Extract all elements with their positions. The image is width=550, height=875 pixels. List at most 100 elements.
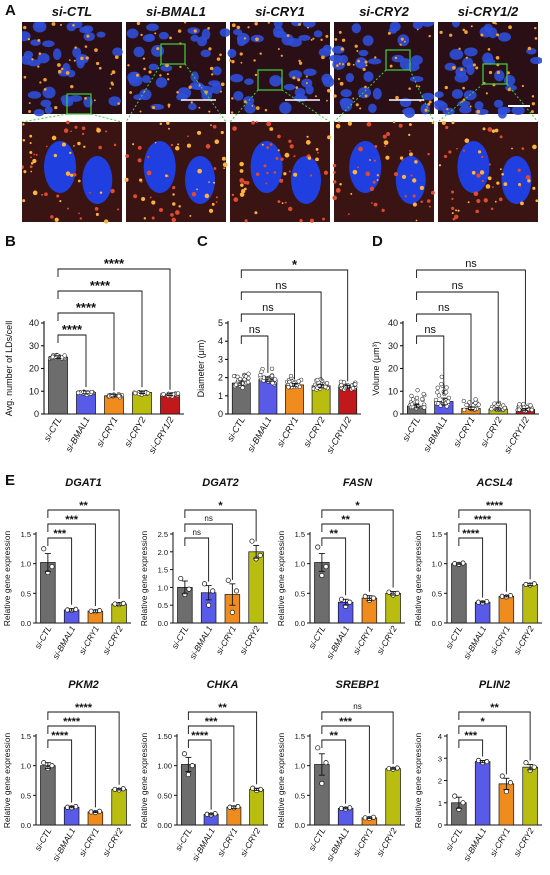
zoom-lipid-droplet: [170, 212, 174, 217]
lipid-droplet: [374, 56, 377, 59]
data-point: [420, 396, 425, 402]
nucleus: [298, 34, 311, 41]
zoom-lipid-droplet: [333, 171, 336, 174]
zoom-lipid-droplet: [22, 199, 26, 203]
y-tick-label: 30: [29, 341, 39, 351]
zoom-lipid-droplet: [494, 128, 499, 133]
zoom-lipid-droplet: [455, 209, 458, 212]
nucleus: [322, 76, 335, 88]
significance-bracket: [187, 725, 235, 803]
bar: [451, 563, 467, 624]
zoom-lipid-droplet: [517, 168, 521, 172]
micrograph-image: [18, 16, 543, 224]
lipid-droplet: [193, 29, 197, 33]
lipid-droplet: [216, 57, 221, 61]
y-tick-label: 1.00: [157, 762, 172, 771]
lipid-droplet: [98, 66, 102, 70]
nucleus: [457, 100, 471, 107]
y-tick-label: 1.0: [21, 762, 31, 771]
y-tick-label: 1.5: [158, 566, 168, 575]
zoom-lipid-droplet: [481, 179, 484, 183]
data-point: [521, 401, 526, 407]
significance-bracket: [321, 523, 370, 592]
lipid-droplet: [93, 99, 96, 102]
category-label: si-CTL: [443, 624, 464, 651]
nucleus: [244, 78, 254, 86]
significance-bracket: [47, 739, 73, 803]
nucleus: [530, 56, 543, 65]
zoom-line: [409, 69, 435, 123]
chart-title: DGAT1: [65, 477, 101, 489]
category-label: si-CRY1: [94, 415, 119, 449]
zoom-lipid-droplet: [410, 174, 413, 177]
zoom-lipid-droplet: [398, 123, 403, 128]
y-tick-label: 0.0: [21, 821, 31, 830]
significance-bracket: [57, 290, 143, 388]
zoom-lipid-droplet: [222, 162, 228, 168]
lipid-droplet: [312, 37, 315, 40]
zoom-lipid-droplet: [214, 139, 220, 145]
nucleus: [363, 71, 374, 82]
zoom-lipid-droplet: [288, 139, 292, 143]
lipid-droplet: [310, 38, 313, 41]
micrograph-title-si-cry1: si-CRY1: [255, 4, 305, 19]
zoom-lipid-droplet: [451, 121, 455, 125]
zoom-lipid-droplet: [322, 217, 325, 221]
lipid-droplet: [80, 56, 84, 61]
significance-label: ns: [204, 514, 212, 523]
zoom-lipid-droplet: [30, 161, 34, 165]
nucleus: [303, 68, 317, 76]
data-point: [315, 544, 321, 550]
y-tick-label: 3: [218, 354, 223, 364]
data-point: [464, 402, 469, 408]
lipid-droplet: [220, 82, 225, 87]
category-label: si-BMAL1: [461, 826, 488, 863]
zoom-lipid-droplet: [438, 164, 442, 167]
y-tick-label: 1.0: [432, 560, 442, 569]
nucleus: [494, 69, 505, 82]
data-point: [531, 581, 537, 587]
y-tick-label: 1.0: [21, 560, 31, 569]
panel-label-c: C: [197, 233, 208, 250]
y-axis-label: Relative gene expression: [2, 733, 12, 829]
micrograph-title-si-cry2: si-CRY2: [359, 4, 409, 19]
nucleus: [410, 55, 423, 65]
zoom-lipid-droplet: [69, 151, 72, 155]
y-axis-label: Relative gene expression: [276, 733, 286, 829]
zoom-lipid-droplet: [61, 142, 66, 147]
lipid-droplet: [508, 25, 512, 30]
zoom-lipid-droplet: [283, 172, 287, 176]
zoom-lipid-droplet: [78, 212, 80, 215]
data-point: [89, 389, 94, 395]
nucleus: [33, 108, 45, 117]
y-tick-label: 1.5: [21, 530, 31, 539]
y-axis-label: Relative gene expression: [413, 733, 423, 829]
significance-bracket: [47, 509, 120, 599]
nucleus: [244, 102, 256, 114]
zoom-lipid-droplet: [132, 143, 135, 146]
nucleus: [155, 77, 168, 88]
lipid-droplet: [341, 38, 346, 42]
lipid-droplet: [521, 84, 525, 88]
data-point: [394, 590, 400, 596]
zoom-lipid-droplet: [70, 173, 74, 177]
data-point: [229, 609, 235, 615]
significance-label: ns: [424, 324, 436, 336]
lipid-droplet: [243, 37, 247, 40]
zoom-lipid-droplet: [196, 188, 198, 191]
significance-label: ****: [104, 256, 125, 271]
nucleus: [498, 32, 511, 42]
zoom-lipid-droplet: [451, 212, 454, 215]
zoom-lipid-droplet: [451, 197, 454, 200]
significance-label: ns: [438, 302, 450, 314]
zoom-lipid-droplet: [473, 191, 479, 197]
zoom-lipid-droplet: [483, 198, 488, 203]
lipid-droplet: [39, 81, 42, 84]
lipid-droplet: [211, 73, 214, 76]
zoom-lipid-droplet: [332, 180, 337, 184]
zoom-lipid-droplet: [366, 121, 372, 127]
chart-chka: CHKA 0.00 0.50 1.00 1.50 Relative gene expres…: [139, 679, 268, 863]
zoom-lipid-droplet: [527, 178, 531, 183]
zoom-lipid-droplet: [189, 214, 192, 217]
category-label: si-CRY1: [275, 415, 300, 449]
